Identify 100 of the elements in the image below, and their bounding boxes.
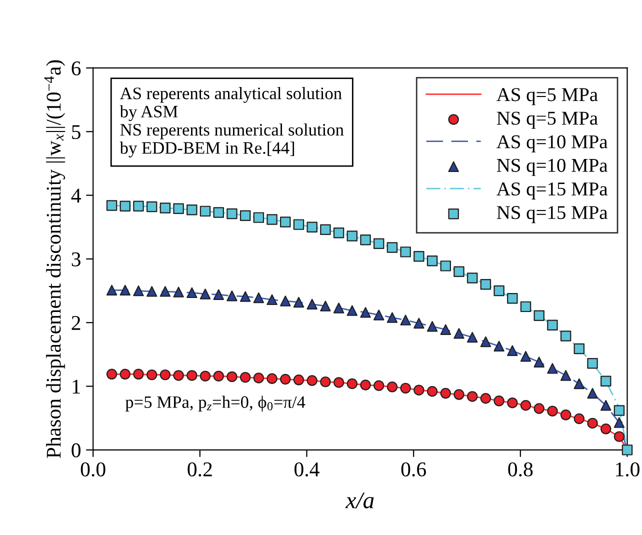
point [266,214,278,225]
legend-label: NS q=5 MPa [496,112,598,129]
point [306,222,318,232]
point [160,286,171,297]
point [200,288,211,300]
point [454,266,464,278]
point [520,301,532,312]
y-tick-label: 6 [72,61,81,76]
point [494,340,504,352]
legend-label: NS q=10 MPa [496,158,608,176]
y-axis-title: Phason displacement discontinuity ||w$_{x}$||/(10$^{−4}$a) [44,60,66,458]
point [466,391,478,402]
point [547,320,558,331]
point [213,207,224,218]
point [373,238,384,250]
point [106,284,118,296]
point [226,371,238,382]
point [240,372,251,383]
point [173,203,184,214]
point [373,380,384,391]
point [333,377,344,388]
point [333,227,344,238]
point [440,260,451,272]
point [600,376,612,387]
point [547,406,558,416]
x-tick-label: 0.4 [294,462,320,476]
point [614,417,625,428]
x-tick-label: 0.2 [188,462,212,476]
point [253,372,264,384]
point [120,284,131,296]
annotation: p=5 MPa, p$_{z}$=h=0, ϕ$_{0}$=π/4 [125,396,306,412]
point [200,370,211,382]
point [400,314,411,326]
point [614,405,625,416]
point [600,424,612,434]
point [386,382,398,392]
point [333,302,344,314]
point [146,369,158,380]
point [160,202,171,214]
point [320,300,331,312]
point [466,332,478,343]
point [480,393,492,404]
y-tick-label: 1 [72,380,80,394]
point [253,292,264,304]
point [426,255,438,266]
point [454,328,464,339]
point [226,208,238,220]
point [133,368,144,380]
point [106,368,118,380]
point [600,400,612,411]
annotation: AS reperents analytical solution by ASM NS reperents numerical solution by EDD-BEM in Re.[44] [120,87,344,158]
point [280,296,291,306]
point [320,376,331,388]
legend-label: AS q=10 MPa [496,135,608,152]
point [266,373,278,384]
y-tick-label: 0 [72,443,80,458]
point [440,324,451,335]
point [494,285,504,296]
point [346,230,358,242]
point [360,380,371,390]
point [520,400,532,411]
point [426,321,438,332]
x-tick-label: 0.8 [508,462,533,476]
point [560,410,572,420]
legend-label: AS q=5 MPa [496,88,598,106]
point [293,296,304,308]
point [240,291,251,302]
point [213,289,224,300]
x-tick-label: 1.0 [616,462,640,476]
point [186,204,198,216]
y-tick-label: 5 [72,125,80,140]
point [173,370,184,381]
point [507,293,518,304]
point [306,298,318,310]
point [507,397,518,408]
point [266,294,278,306]
point [360,234,371,246]
point [440,388,451,399]
point [293,219,304,230]
x-tick-label: 0.6 [401,462,426,476]
point [614,431,625,442]
point [520,350,532,362]
x-tick-label: 0.0 [80,462,106,476]
point [400,246,411,258]
point [587,388,598,399]
point [414,384,424,396]
point [293,374,304,386]
x-axis-title: x/a [345,492,374,508]
point [560,370,572,381]
point [534,356,544,368]
y-tick-label: 3 [72,252,80,266]
legend-label: AS q=15 MPa [496,182,608,200]
point [480,279,492,290]
y-tick-label: 2 [72,316,80,330]
point [534,310,544,321]
point [386,242,398,253]
point [120,200,131,212]
point [306,375,318,386]
point [186,370,198,381]
point [120,368,131,380]
